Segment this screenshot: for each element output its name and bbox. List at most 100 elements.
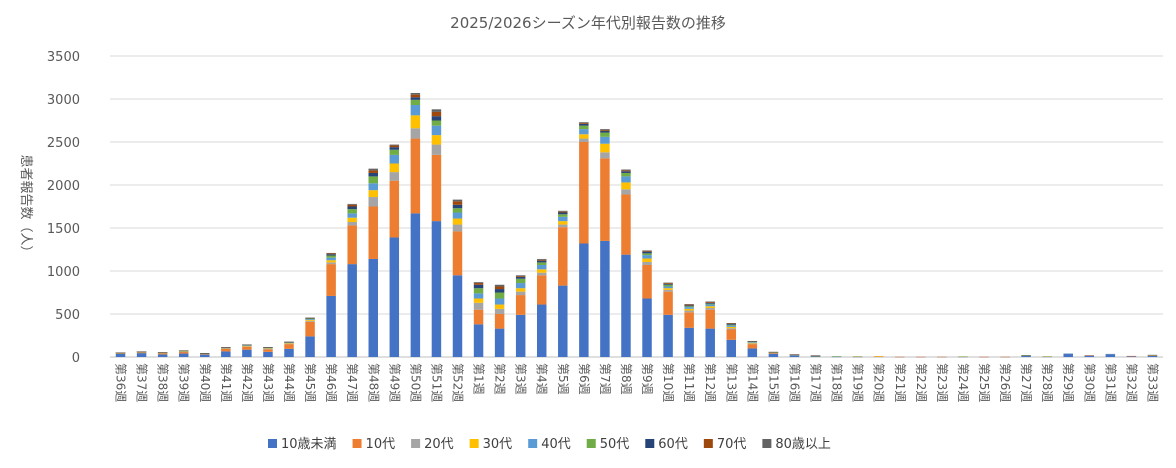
bar-segment (347, 221, 357, 226)
x-tick-label: 第28週 (1040, 363, 1054, 402)
bar-segment (937, 356, 947, 358)
bar-segment (558, 285, 568, 357)
bar-segment (705, 306, 715, 308)
bar-segment (536, 272, 547, 276)
x-tick-label: 第40週 (198, 363, 212, 402)
x-tick-label: 第51週 (429, 363, 443, 402)
bar-segment (642, 264, 652, 299)
bar-segment (558, 224, 568, 228)
bar-segment (494, 308, 505, 314)
bar-segment (536, 304, 547, 357)
x-tick-label: 第1週 (472, 363, 486, 395)
bar-segment (157, 353, 168, 355)
bar-segment (157, 352, 168, 354)
bar-segment (747, 341, 758, 342)
legend-swatch (411, 439, 421, 448)
bar-segment (305, 321, 315, 337)
bar-segment (284, 342, 294, 344)
legend-label: 20代 (424, 437, 454, 452)
bar-segment (558, 221, 568, 225)
x-tick-label: 第20週 (872, 363, 886, 402)
bar-segment (178, 351, 189, 352)
bar-segment (473, 298, 484, 303)
bar-segment (284, 344, 294, 349)
bar-segment (452, 275, 463, 357)
bar-segment (221, 351, 231, 357)
bar-segment (684, 304, 694, 306)
bar-segment (263, 347, 273, 349)
bar-segment (473, 293, 484, 299)
bar-segment (136, 352, 147, 354)
x-tick-label: 第31週 (1103, 363, 1117, 402)
bar-segment (431, 125, 442, 136)
bar-segment (389, 147, 400, 150)
bar-segment (389, 149, 400, 155)
bar-segment (368, 206, 378, 259)
bar-segment (768, 352, 779, 354)
bar-segment (452, 204, 463, 209)
bar-segment (579, 142, 589, 244)
bar-segment (473, 324, 484, 357)
bar-segment (768, 353, 779, 357)
bar-segment (410, 94, 421, 98)
bar-segment (621, 194, 631, 255)
bar-segment (410, 213, 421, 357)
bar-segment (452, 224, 463, 232)
bar-segment (663, 291, 673, 315)
bar-segment (621, 182, 631, 190)
bar-segment (157, 354, 168, 357)
bar-segment (1063, 353, 1073, 357)
bar-segment (621, 170, 631, 172)
bar-segment (473, 283, 484, 285)
legend-label: 70代 (717, 437, 747, 452)
bar-segment (642, 261, 652, 265)
bar-segment (221, 348, 231, 349)
bar-segment (305, 320, 315, 321)
bar-segment (473, 282, 484, 284)
bar-segment (579, 243, 589, 357)
x-tick-label: 第49週 (387, 363, 401, 402)
bar-segment (221, 348, 231, 352)
legend-label: 50代 (600, 437, 630, 452)
bar-segment (284, 342, 294, 343)
x-tick-label: 第9週 (640, 363, 654, 395)
bar-segment (410, 105, 421, 116)
bar-segment (263, 348, 273, 350)
bar-segment (705, 304, 715, 307)
bar-segment (621, 176, 631, 183)
bar-segment (452, 201, 463, 205)
bar-segment (663, 283, 673, 285)
x-tick-label: 第37週 (135, 363, 149, 402)
bar-segment (600, 129, 610, 130)
bar-segment (768, 352, 779, 354)
bar-segment (663, 289, 673, 292)
bar-segment (600, 130, 610, 133)
bar-segment (684, 306, 694, 308)
bar-segment (684, 310, 694, 313)
bar-segment (536, 260, 547, 263)
x-tick-label: 第8週 (619, 363, 633, 395)
x-tick-label: 第10週 (661, 363, 675, 402)
bar-segment (726, 323, 737, 325)
bar-segment (1147, 354, 1158, 356)
bar-segment (663, 283, 673, 284)
bar-segment (684, 327, 694, 357)
bars (115, 92, 1158, 358)
bar-segment (494, 298, 505, 305)
y-tick-label: 3500 (47, 50, 80, 65)
bar-segment (663, 284, 673, 287)
bar-segment (431, 144, 442, 155)
bar-segment (242, 346, 252, 347)
x-tick-label: 第45週 (303, 363, 317, 402)
bar-segment (642, 253, 652, 256)
bar-segment (558, 210, 568, 212)
legend-swatch (762, 439, 772, 448)
x-tick-label: 第26週 (998, 363, 1012, 402)
bar-segment (242, 349, 252, 357)
bar-segment (621, 169, 631, 171)
bar-segment (895, 356, 905, 358)
bar-segment (494, 284, 505, 287)
bar-segment (452, 208, 463, 213)
x-tick-label: 第30週 (1082, 363, 1096, 402)
legend-swatch (469, 439, 479, 448)
